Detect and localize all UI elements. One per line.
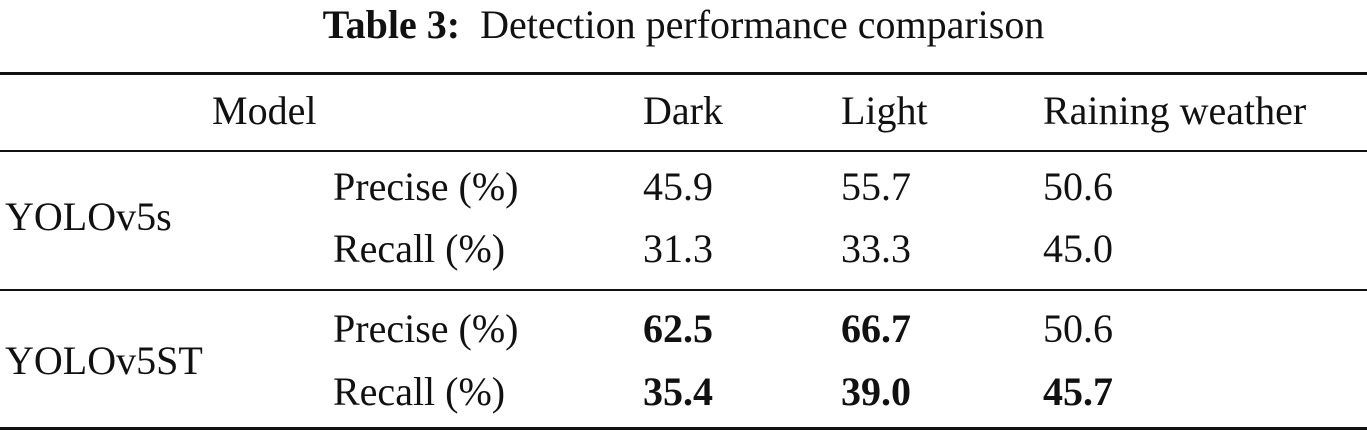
header-raining-weather: Raining weather xyxy=(1043,88,1307,133)
metric-label: Recall (%) xyxy=(333,226,506,271)
value-raining-weather: 45.0 xyxy=(1043,226,1113,271)
bottom-rule xyxy=(0,427,1367,430)
metric-label: Precise (%) xyxy=(333,306,519,351)
header-light: Light xyxy=(841,88,928,133)
value-light-best: 66.7 xyxy=(841,306,911,351)
table-caption: Table 3: Detection performance compariso… xyxy=(0,0,1367,62)
header-rule xyxy=(0,150,1367,152)
value-light: 33.3 xyxy=(841,226,911,271)
header-model: Model xyxy=(212,88,317,133)
value-dark: 31.3 xyxy=(643,226,713,271)
value-raining-weather: 50.6 xyxy=(1043,164,1113,209)
top-rule xyxy=(0,72,1367,75)
value-light: 55.7 xyxy=(841,164,911,209)
header-dark: Dark xyxy=(643,88,723,133)
model-name-yolov5st: YOLOv5ST xyxy=(5,338,203,383)
value-dark-best: 62.5 xyxy=(643,306,713,351)
value-raining-weather-best: 45.7 xyxy=(1043,369,1113,414)
value-light-best: 39.0 xyxy=(841,369,911,414)
metric-label: Precise (%) xyxy=(333,164,519,209)
group-separator-rule xyxy=(0,289,1367,291)
caption-title: Detection performance comparison xyxy=(480,2,1045,47)
value-dark: 45.9 xyxy=(643,164,713,209)
value-raining-weather: 50.6 xyxy=(1043,306,1113,351)
metric-label: Recall (%) xyxy=(333,369,506,414)
model-name-yolov5s: YOLOv5s xyxy=(5,194,172,239)
value-dark-best: 35.4 xyxy=(643,369,713,414)
caption-label: Table 3: xyxy=(322,2,461,47)
